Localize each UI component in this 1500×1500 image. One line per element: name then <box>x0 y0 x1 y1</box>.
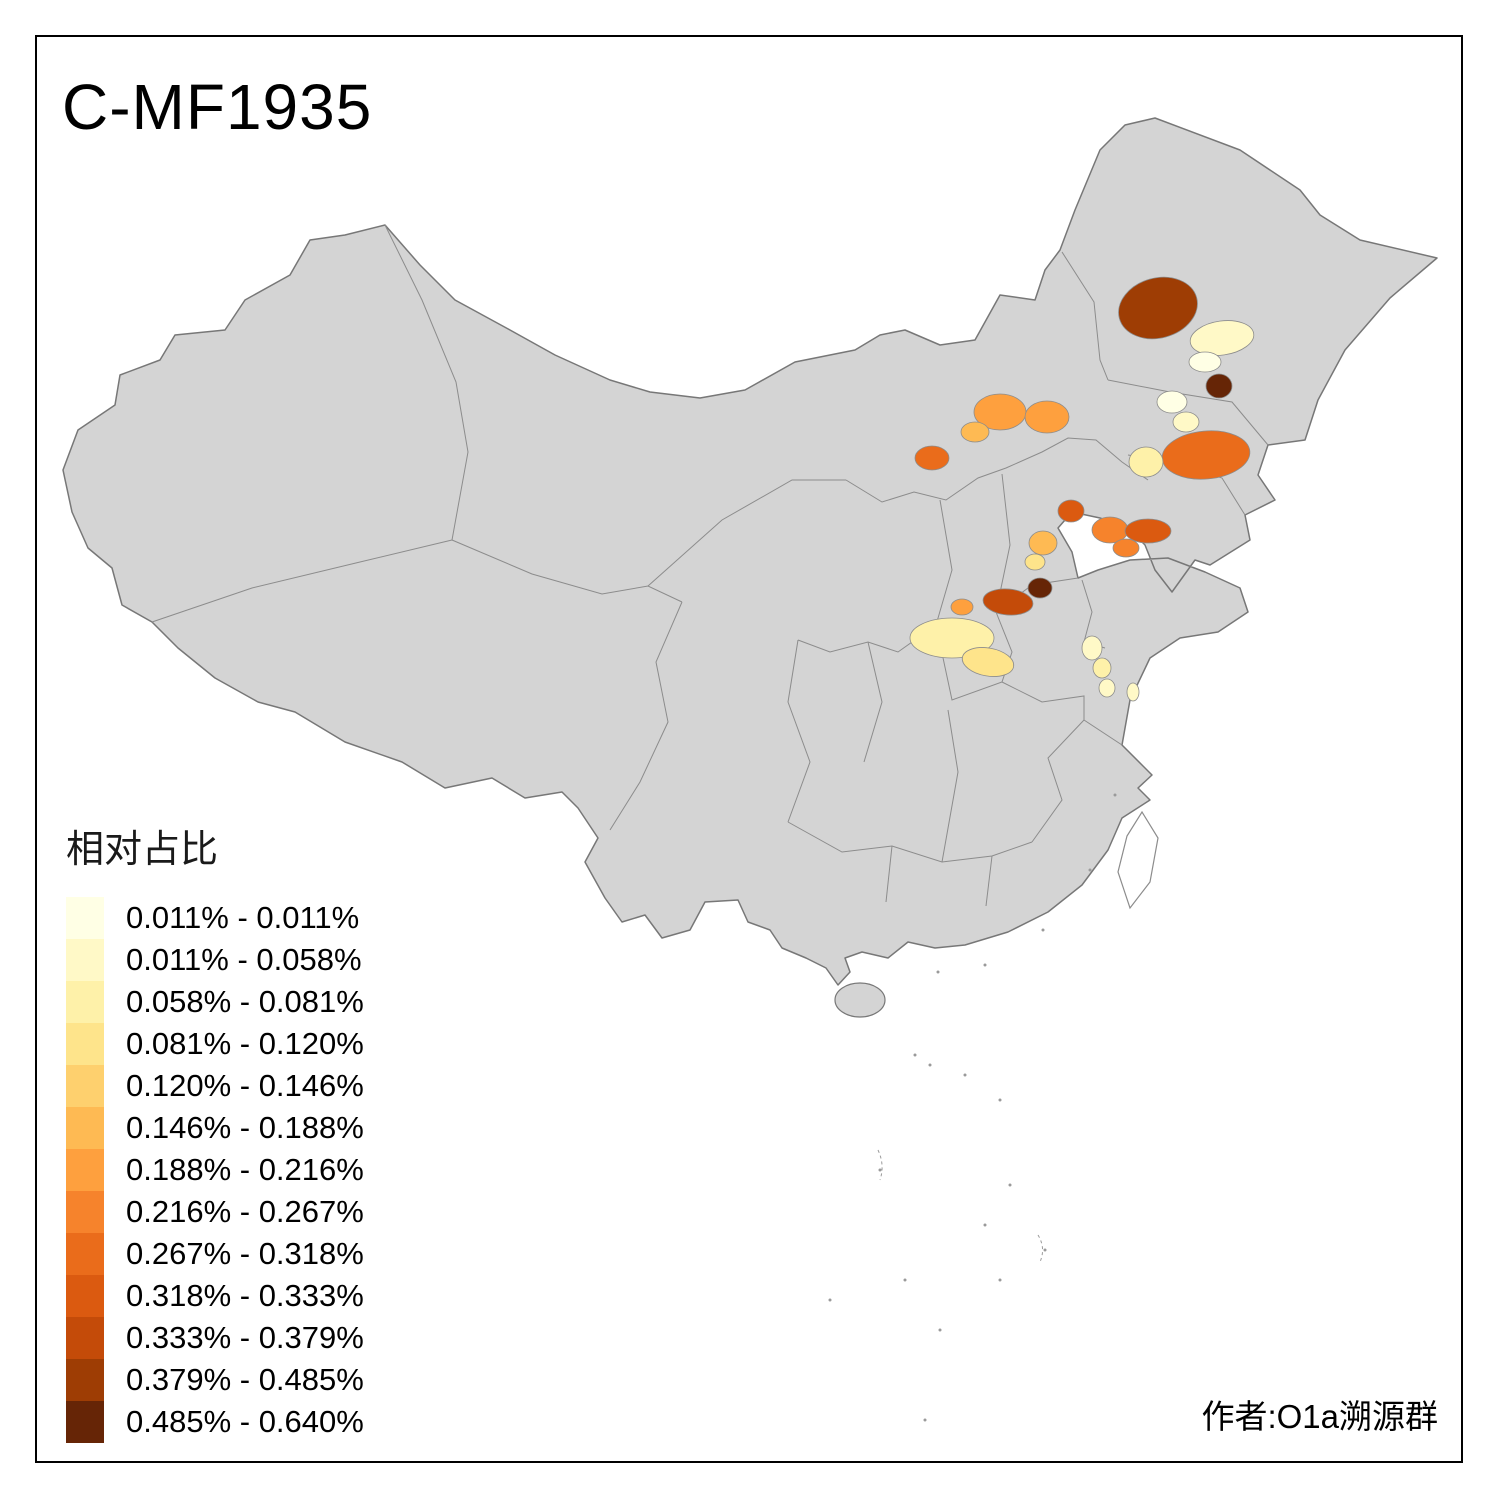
legend-row: 0.011% - 0.058% <box>66 939 364 981</box>
map-region-gansu-south <box>909 617 995 659</box>
map-region-shaanxi-west <box>950 598 974 616</box>
map-region-shandong-central <box>1112 538 1140 558</box>
legend-row: 0.216% - 0.267% <box>66 1191 364 1233</box>
page-title: C-MF1935 <box>62 71 373 143</box>
hainan-island <box>834 982 886 1018</box>
legend-label: 0.146% - 0.188% <box>126 1110 364 1145</box>
taiwan-island <box>1117 810 1159 910</box>
legend-swatch <box>66 1191 104 1233</box>
legend-label: 0.058% - 0.081% <box>126 984 364 1019</box>
map-region-anhui-central <box>1098 678 1116 698</box>
legend-label: 0.011% - 0.058% <box>126 942 362 977</box>
map-region-liaoning-west <box>1128 446 1164 478</box>
legend-swatch <box>66 981 104 1023</box>
legend-swatch <box>66 1023 104 1065</box>
map-region-beijing-tianjin <box>1057 499 1085 523</box>
legend: 相对占比 0.011% - 0.011% 0.011% - 0.058% 0.058… <box>66 818 364 1443</box>
map-region-shaanxi-south <box>961 647 1015 677</box>
map-region-hebei-south <box>1024 553 1046 571</box>
legend-row: 0.146% - 0.188% <box>66 1107 364 1149</box>
legend-row: 0.081% - 0.120% <box>66 1023 364 1065</box>
attribution-text: 作者:O1a溯源群 <box>1201 1398 1438 1435</box>
map-region-inner-mongolia-south-3 <box>960 421 990 443</box>
legend-label: 0.216% - 0.267% <box>126 1194 364 1229</box>
legend-label: 0.081% - 0.120% <box>126 1026 364 1061</box>
map-region-heilongjiang-west <box>1189 320 1255 356</box>
map-region-shaanxi-guanzhong <box>982 588 1034 616</box>
legend-swatch <box>66 1065 104 1107</box>
legend-row: 0.485% - 0.640% <box>66 1401 364 1443</box>
legend-row: 0.188% - 0.216% <box>66 1149 364 1191</box>
map-region-henan-west-dark <box>1027 577 1053 599</box>
legend-row: 0.318% - 0.333% <box>66 1275 364 1317</box>
legend-swatch <box>66 897 104 939</box>
legend-row: 0.267% - 0.318% <box>66 1233 364 1275</box>
legend-label: 0.120% - 0.146% <box>126 1068 364 1103</box>
map-region-hebei-central <box>1028 530 1058 556</box>
map-region-anhui-north-2 <box>1092 657 1112 679</box>
legend-row: 0.379% - 0.485% <box>66 1359 364 1401</box>
legend-swatch <box>66 1275 104 1317</box>
legend-title: 相对占比 <box>66 829 219 871</box>
legend-label: 0.379% - 0.485% <box>126 1362 364 1397</box>
legend-swatch <box>66 939 104 981</box>
province-borders <box>151 224 1269 907</box>
legend-rows: 0.011% - 0.011% 0.011% - 0.058% 0.058% - 0… <box>66 897 364 1443</box>
map-region-inner-mongolia-south-2 <box>1024 400 1070 434</box>
south-china-sea-islands <box>828 793 1117 1422</box>
map-region-jiangsu-coast <box>1126 682 1140 702</box>
legend-swatch <box>66 1107 104 1149</box>
map-region-jilin-dark <box>1205 373 1233 399</box>
highlighted-regions <box>909 276 1255 702</box>
legend-row: 0.120% - 0.146% <box>66 1065 364 1107</box>
legend-swatch <box>66 1233 104 1275</box>
legend-label: 0.011% - 0.011% <box>126 900 360 935</box>
legend-row: 0.058% - 0.081% <box>66 981 364 1023</box>
legend-swatch <box>66 1359 104 1401</box>
legend-swatch <box>66 1401 104 1443</box>
legend-label: 0.318% - 0.333% <box>126 1278 364 1313</box>
legend-label: 0.333% - 0.379% <box>126 1320 364 1355</box>
map-region-jilin-northwest <box>1188 351 1222 373</box>
legend-label: 0.485% - 0.640% <box>126 1404 364 1439</box>
legend-swatch <box>66 1317 104 1359</box>
map-region-anhui-north-1 <box>1081 635 1103 661</box>
legend-row: 0.333% - 0.379% <box>66 1317 364 1359</box>
map-region-jilin-pale-1 <box>1156 390 1188 414</box>
legend-swatch <box>66 1149 104 1191</box>
map-region-jilin-pale-2 <box>1172 411 1200 433</box>
map-region-inner-mongolia-east <box>1118 276 1198 340</box>
legend-label: 0.188% - 0.216% <box>126 1152 364 1187</box>
map-region-hohhot-area <box>914 445 950 471</box>
legend-row: 0.011% - 0.011% <box>66 897 364 939</box>
legend-label: 0.267% - 0.318% <box>126 1236 364 1271</box>
map-region-shandong-peninsula <box>1124 518 1172 544</box>
